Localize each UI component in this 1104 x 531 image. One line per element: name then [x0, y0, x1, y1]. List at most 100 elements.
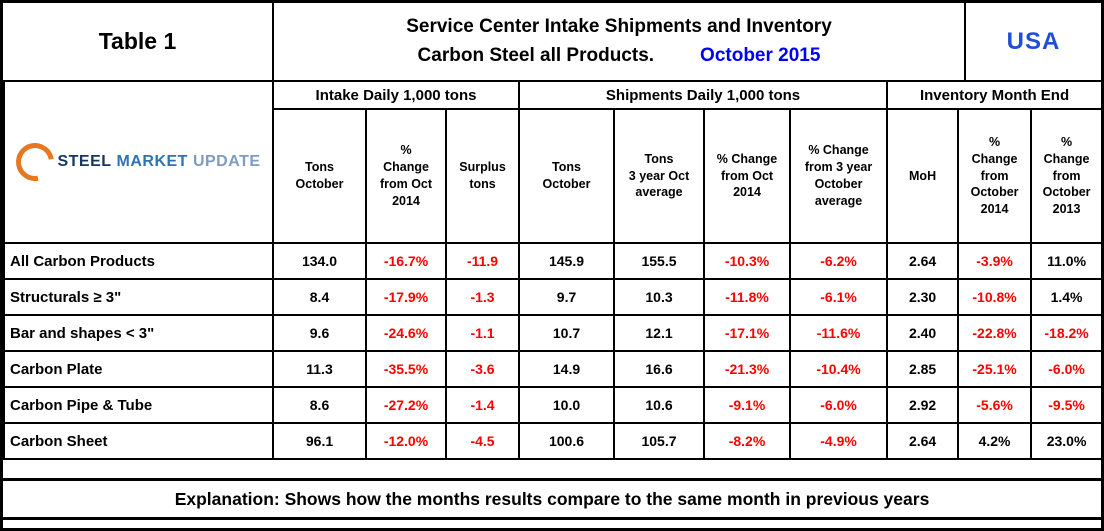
table-row: Structurals ≥ 3" 8.4 -17.9% -1.3 9.7 10.3 -11.… [3, 278, 1101, 316]
cell-value: 10.0 [518, 386, 616, 424]
table-row: Carbon Sheet 96.1 -12.0% -4.5 100.6 105.7 -8.2… [3, 422, 1101, 460]
column-header: % Change from Oct 2014 [703, 108, 792, 244]
cell-value: 23.0% [1030, 422, 1101, 460]
row-label: Carbon Plate [3, 350, 274, 388]
logo-text-market: MARKET [116, 153, 188, 170]
group-header-inventory: Inventory Month End [886, 80, 1101, 110]
cell-value: 1.4% [1030, 278, 1101, 316]
cell-value: -25.1% [957, 350, 1033, 388]
cell-value: -16.7% [365, 242, 447, 280]
column-header: % Change from Oct 2014 [365, 108, 447, 244]
cell-value: 9.6 [272, 314, 367, 352]
cell-value: 145.9 [518, 242, 616, 280]
title-line-2: Carbon Steel all Products. October 2015 [418, 42, 821, 71]
group-header-shipments: Shipments Daily 1,000 tons [518, 80, 889, 110]
logo-text-steel: STEEL [57, 153, 112, 170]
country-label: USA [1006, 27, 1061, 55]
table-row: Carbon Plate 11.3 -35.5% -3.6 14.9 16.6 -21.3%… [3, 350, 1101, 388]
data-rows: All Carbon Products 134.0 -16.7% -11.9 145.9… [3, 242, 1101, 460]
cell-value: -4.9% [789, 422, 889, 460]
cell-value: -17.9% [365, 278, 447, 316]
cell-value: -22.8% [957, 314, 1033, 352]
cell-value: -27.2% [365, 386, 447, 424]
cell-value: -11.8% [703, 278, 792, 316]
row-label: Bar and shapes < 3" [3, 314, 274, 352]
data-table: STEEL MARKET UPDATE Intake Daily 1,000 t… [3, 80, 1101, 460]
cell-value: 155.5 [613, 242, 706, 280]
logo-cell: STEEL MARKET UPDATE [3, 80, 274, 244]
report-title: Service Center Intake Shipments and Inve… [274, 3, 966, 80]
group-header-intake: Intake Daily 1,000 tons [271, 80, 521, 110]
cell-value: 8.6 [272, 386, 367, 424]
cell-value: 11.3 [272, 350, 367, 388]
cell-value: 2.85 [886, 350, 960, 388]
cell-value: -1.1 [444, 314, 521, 352]
cell-value: -1.3 [444, 278, 521, 316]
row-label: Carbon Sheet [3, 422, 274, 460]
column-header: % Change from October 2013 [1030, 108, 1101, 244]
column-header: % Change from 3 year October average [789, 108, 889, 244]
column-header: Tons October [518, 108, 616, 244]
cell-value: 10.3 [613, 278, 706, 316]
cell-value: -6.2% [789, 242, 889, 280]
cell-value: -17.1% [703, 314, 792, 352]
column-header: MoH [886, 108, 960, 244]
cell-value: 2.92 [886, 386, 960, 424]
group-header-row: STEEL MARKET UPDATE Intake Daily 1,000 t… [3, 80, 1101, 244]
table-row: All Carbon Products 134.0 -16.7% -11.9 145.9… [3, 242, 1101, 280]
cell-value: 12.1 [613, 314, 706, 352]
cell-value: -21.3% [703, 350, 792, 388]
cell-value: 10.7 [518, 314, 616, 352]
cell-value: 14.9 [518, 350, 616, 388]
explanation-bar: Explanation: Shows how the months result… [3, 478, 1101, 520]
cell-value: 8.4 [272, 278, 367, 316]
title-line-2-text: Carbon Steel all Products. [417, 44, 655, 66]
cell-value: -18.2% [1030, 314, 1101, 352]
cell-value: -35.5% [365, 350, 447, 388]
table-row: Bar and shapes < 3" 9.6 -24.6% -1.1 10.7 12.1… [3, 314, 1101, 352]
cell-value: 96.1 [272, 422, 367, 460]
cell-value: -5.6% [957, 386, 1033, 424]
cell-value: -24.6% [365, 314, 447, 352]
cell-value: -12.0% [365, 422, 447, 460]
cell-value: 9.7 [518, 278, 616, 316]
cell-value: 11.0% [1030, 242, 1101, 280]
column-header-row: Tons October % Change from Oct 2014 Surp… [4, 108, 1101, 244]
row-label: All Carbon Products [3, 242, 274, 280]
row-label: Structurals ≥ 3" [3, 278, 274, 316]
smu-logo: STEEL MARKET UPDATE [6, 135, 271, 189]
table-label: Table 1 [3, 3, 274, 80]
cell-value: 2.30 [886, 278, 960, 316]
cell-value: 2.64 [886, 422, 960, 460]
cell-value: 2.40 [886, 314, 960, 352]
column-header: Surplus tons [444, 108, 521, 244]
header-row: Table 1 Service Center Intake Shipments … [3, 3, 1101, 80]
cell-value: -3.6 [444, 350, 521, 388]
smu-logo-ring-icon [8, 135, 62, 189]
cell-value: -11.6% [789, 314, 889, 352]
cell-value: -6.0% [1030, 350, 1101, 388]
column-header: % Change from October 2014 [957, 108, 1033, 244]
cell-value: -9.1% [703, 386, 792, 424]
cell-value: -10.4% [789, 350, 889, 388]
column-header: Tons October [272, 108, 367, 244]
cell-value: -4.5 [444, 422, 521, 460]
cell-value: 2.64 [886, 242, 960, 280]
table-label-text: Table 1 [98, 28, 177, 54]
cell-value: 134.0 [272, 242, 367, 280]
title-line-1: Service Center Intake Shipments and Inve… [406, 16, 832, 37]
cell-value: -8.2% [703, 422, 792, 460]
row-label: Carbon Pipe & Tube [3, 386, 274, 424]
cell-value: 10.6 [613, 386, 706, 424]
cell-value: -10.3% [703, 242, 792, 280]
cell-value: -6.0% [789, 386, 889, 424]
cell-value: -11.9 [444, 242, 521, 280]
cell-value: 16.6 [613, 350, 706, 388]
cell-value: -9.5% [1030, 386, 1101, 424]
logo-text-update: UPDATE [192, 153, 261, 170]
cell-value: -6.1% [789, 278, 889, 316]
table-row: Carbon Pipe & Tube 8.6 -27.2% -1.4 10.0 10.6-… [3, 386, 1101, 424]
cell-value: -3.9% [957, 242, 1033, 280]
cell-value: -1.4 [444, 386, 521, 424]
